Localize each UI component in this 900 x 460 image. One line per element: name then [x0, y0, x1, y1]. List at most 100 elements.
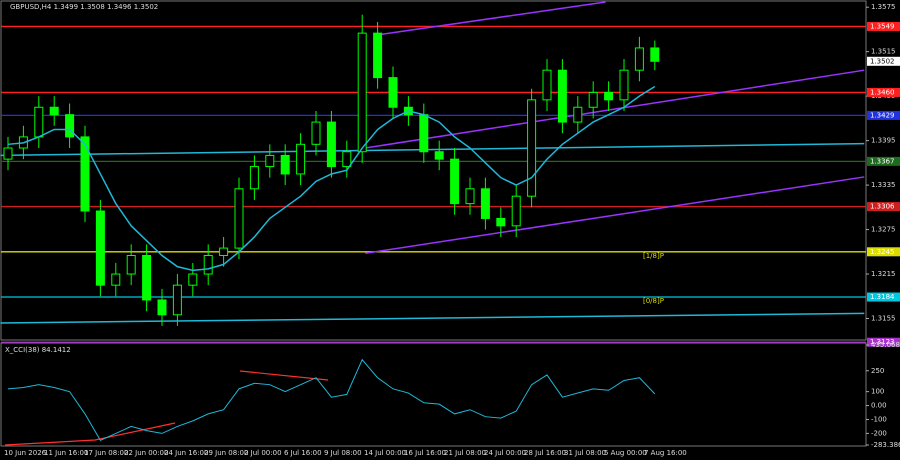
cci-tick-label: -283.386: [871, 441, 900, 449]
candle-body: [203, 255, 213, 275]
candle-body: [249, 166, 259, 190]
candle-body: [34, 106, 44, 138]
y-tick-label: 1.3275: [871, 226, 896, 234]
candle-body: [49, 106, 59, 116]
level-tag: [0/8]P: [643, 297, 664, 305]
x-tick-label: 6 Jul 16:00: [284, 449, 322, 457]
candle-body: [650, 47, 660, 62]
x-tick-label: 24 Jul 00:00: [484, 449, 526, 457]
candle-body: [326, 121, 336, 168]
candle-body: [388, 77, 398, 108]
level-label: 1.3549: [870, 22, 895, 30]
cci-tick-label: 435.0684: [871, 341, 900, 349]
cci-title: X_CCI(38) 84.1412: [5, 346, 71, 354]
candle-body: [296, 143, 306, 175]
trend-line: [0, 312, 865, 324]
candle-body: [588, 91, 598, 108]
y-tick-label: 1.3215: [871, 270, 896, 278]
price-pane: [0, 0, 867, 341]
candle-body: [434, 151, 444, 160]
x-tick-label: 5 Aug 00:00: [604, 449, 647, 457]
trend-line: [365, 176, 865, 255]
y-tick-label: 1.3395: [871, 137, 896, 145]
candle-body: [465, 188, 475, 205]
x-tick-label: 29 Jun 08:00: [204, 449, 248, 457]
candle-body: [419, 114, 429, 153]
divergence-line: [4, 422, 176, 446]
level-tag-box: [867, 21, 900, 31]
level-tag-box: [867, 337, 900, 347]
candle-body: [573, 106, 583, 123]
level-tag-box: [867, 156, 900, 166]
level-label: 1.3184: [870, 293, 895, 301]
y-tick-label: 1.3335: [871, 181, 896, 189]
candle-body: [527, 99, 537, 197]
cci-tick-label: 100: [871, 388, 884, 396]
cci-pane: [0, 342, 867, 447]
candle-body: [265, 154, 275, 168]
candle-body: [634, 47, 644, 71]
candle-body: [357, 32, 367, 153]
candle-body: [65, 114, 75, 138]
level-tag-box: [867, 292, 900, 302]
y-tick-label: 1.3575: [871, 3, 896, 11]
x-tick-label: 24 Jun 16:00: [164, 449, 208, 457]
cci-tick-label: 250: [871, 367, 884, 375]
cci-tick-label: -200: [871, 429, 887, 437]
candle-body: [619, 69, 629, 101]
level-label: 1.3367: [870, 157, 895, 165]
candle-body: [373, 32, 383, 79]
candle-body: [557, 69, 567, 123]
candle-body: [280, 154, 290, 175]
candle-body: [142, 255, 152, 301]
candle-body: [450, 158, 460, 205]
candle-body: [342, 151, 352, 168]
candle-body: [542, 69, 552, 101]
trend-line: [365, 69, 865, 149]
level-tag-box: [867, 87, 900, 97]
candle-body: [234, 188, 244, 249]
x-tick-label: 2 Jul 00:00: [244, 449, 282, 457]
level-label: 1.3429: [870, 111, 895, 119]
candle-body: [311, 121, 321, 145]
cci-tick-label: -100: [871, 415, 887, 423]
x-tick-label: 14 Jul 00:00: [364, 449, 406, 457]
y-tick-label: 1.3515: [871, 48, 896, 56]
candle-body: [111, 273, 121, 286]
candle-body: [496, 217, 506, 227]
candle-body: [157, 299, 167, 316]
candle-body: [3, 147, 13, 160]
last-price: 1.3502: [870, 57, 895, 65]
x-tick-label: 11 Jun 16:00: [44, 449, 88, 457]
candle-body: [219, 247, 229, 257]
moving-average: [7, 85, 656, 272]
level-label: 1.3123: [870, 338, 895, 346]
cci-tick-label: 0.00: [871, 402, 887, 410]
candle-body: [604, 91, 614, 101]
level-label: 1.3306: [870, 203, 895, 211]
x-tick-label: 22 Jun 00:00: [124, 449, 168, 457]
x-tick-label: 9 Jul 08:00: [324, 449, 362, 457]
level-tag-box: [867, 202, 900, 212]
candle-body: [188, 273, 198, 286]
candle-body: [126, 255, 136, 275]
candle-body: [172, 284, 182, 316]
last-price-box: [867, 56, 900, 66]
x-tick-label: 10 Jun 2026: [4, 449, 47, 457]
x-tick-label: 7 Aug 16:00: [644, 449, 687, 457]
cci-line: [7, 358, 656, 441]
level-tag-box: [867, 110, 900, 120]
level-label: 1.3460: [870, 88, 895, 96]
x-tick-label: 31 Jul 08:00: [564, 449, 606, 457]
candle-body: [511, 195, 521, 227]
x-tick-label: 17 Jun 08:00: [84, 449, 128, 457]
candle-body: [80, 136, 90, 212]
candle-body: [480, 188, 490, 219]
level-label: 1.3245: [870, 248, 895, 256]
chart-title: GBPUSD,H4 1.3499 1.3508 1.3496 1.3502: [10, 3, 158, 11]
level-tag: [1/8]P: [643, 252, 664, 260]
trend-line: [0, 142, 865, 157]
